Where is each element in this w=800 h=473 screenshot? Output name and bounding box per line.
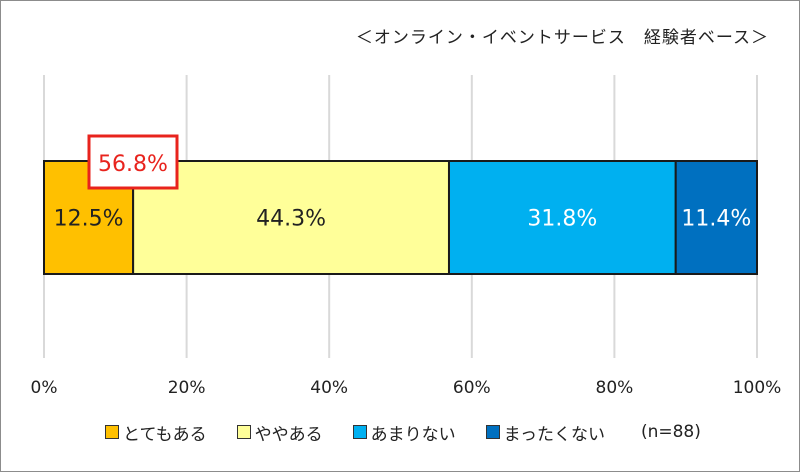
x-tick-label: 20% [168,378,206,398]
data-label: 12.5% [54,207,124,232]
highlight-box [87,134,179,190]
data-label: 31.8% [527,207,597,232]
x-tick-label: 0% [31,378,58,398]
bar-segment [674,160,759,275]
legend-label: まったくない [503,424,605,445]
x-tick-label: 80% [596,378,634,398]
legend: とてもある ややある あまりない まったくない (n=88) [105,419,701,445]
legend-item: ややある [236,420,323,445]
x-tick-label: 100% [733,378,782,398]
legend-item: あまりない [352,420,456,445]
sample-size-label: (n=88) [640,422,701,442]
legend-item: まったくない [485,420,605,445]
legend-swatch [236,425,251,439]
legend-item: とてもある [105,420,207,445]
legend-label: とてもある [123,424,207,445]
legend-label: ややある [254,424,323,445]
x-tick-label: 40% [310,378,348,398]
legend-swatch [352,425,367,439]
x-tick-label: 60% [453,378,491,398]
data-label: 44.3% [256,207,326,232]
chart-subtitle: ＜オンライン・イベントサービス 経験者ベース＞ [355,28,769,48]
legend-swatch [485,425,500,439]
data-label: 11.4% [681,207,751,232]
legend-label: あまりない [370,424,456,445]
legend-swatch [105,425,119,439]
highlight-total-label: 56.8% [98,152,168,177]
